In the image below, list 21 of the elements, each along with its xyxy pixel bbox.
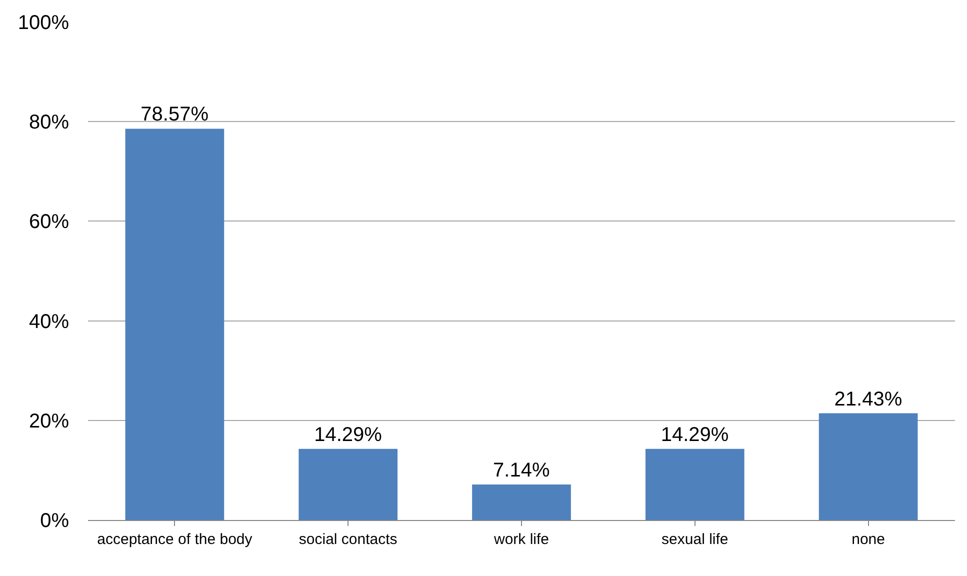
data-label: 14.29% xyxy=(314,424,382,446)
y-tick-label: 80% xyxy=(28,112,70,134)
bar xyxy=(645,448,744,520)
x-tick-label: social contacts xyxy=(298,531,398,548)
y-tick-label: 0% xyxy=(40,510,70,532)
y-tick-label: 40% xyxy=(28,310,70,333)
bar xyxy=(472,484,571,520)
y-tick-label: 20% xyxy=(28,410,70,432)
data-label: 21.43% xyxy=(834,388,902,410)
bar xyxy=(298,448,398,520)
y-tick-label: 100% xyxy=(18,12,70,34)
data-label: 14.29% xyxy=(660,424,729,446)
y-tick-label: 60% xyxy=(28,211,70,234)
x-tick-label: sexual life xyxy=(662,531,728,548)
x-tick-label: none xyxy=(852,531,885,548)
data-label: 78.57% xyxy=(140,104,209,126)
x-tick-label: work life xyxy=(492,531,550,548)
bar xyxy=(818,413,918,520)
data-label: 7.14% xyxy=(493,459,550,482)
x-tick-label: acceptance of the body xyxy=(97,531,253,548)
bar xyxy=(125,128,224,520)
